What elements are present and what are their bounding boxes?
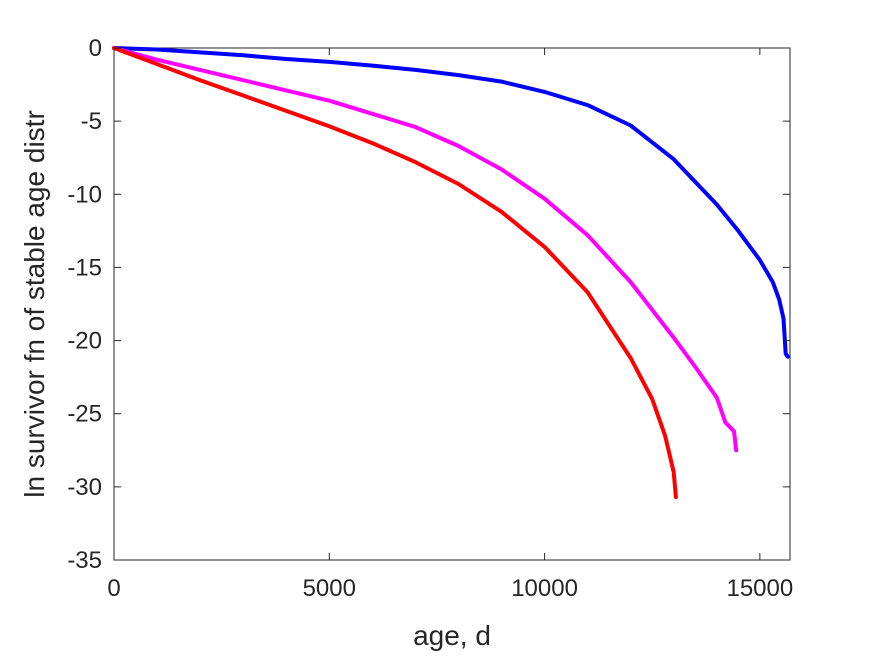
y-tick-label: -25 — [67, 401, 102, 428]
y-tick-label: -35 — [67, 547, 102, 574]
series-line-1 — [112, 46, 790, 359]
x-tick-label: 15000 — [726, 575, 793, 602]
x-tick-label: 0 — [107, 575, 120, 602]
x-tick-label: 5000 — [303, 575, 356, 602]
series-line-3 — [112, 46, 678, 500]
y-tick-label: -30 — [67, 474, 102, 501]
y-tick-label: -5 — [81, 108, 102, 135]
x-tick-label: 10000 — [511, 575, 578, 602]
series-line-2 — [112, 46, 739, 453]
y-tick-label: -10 — [67, 181, 102, 208]
plot-area-box — [113, 47, 791, 561]
y-tick-label: 0 — [89, 35, 102, 62]
y-axis-label: ln survivor fn of stable age distr — [19, 110, 50, 498]
y-tick-label: -20 — [67, 328, 102, 355]
x-axis-label: age, d — [413, 620, 491, 651]
y-tick-label: -15 — [67, 254, 102, 281]
